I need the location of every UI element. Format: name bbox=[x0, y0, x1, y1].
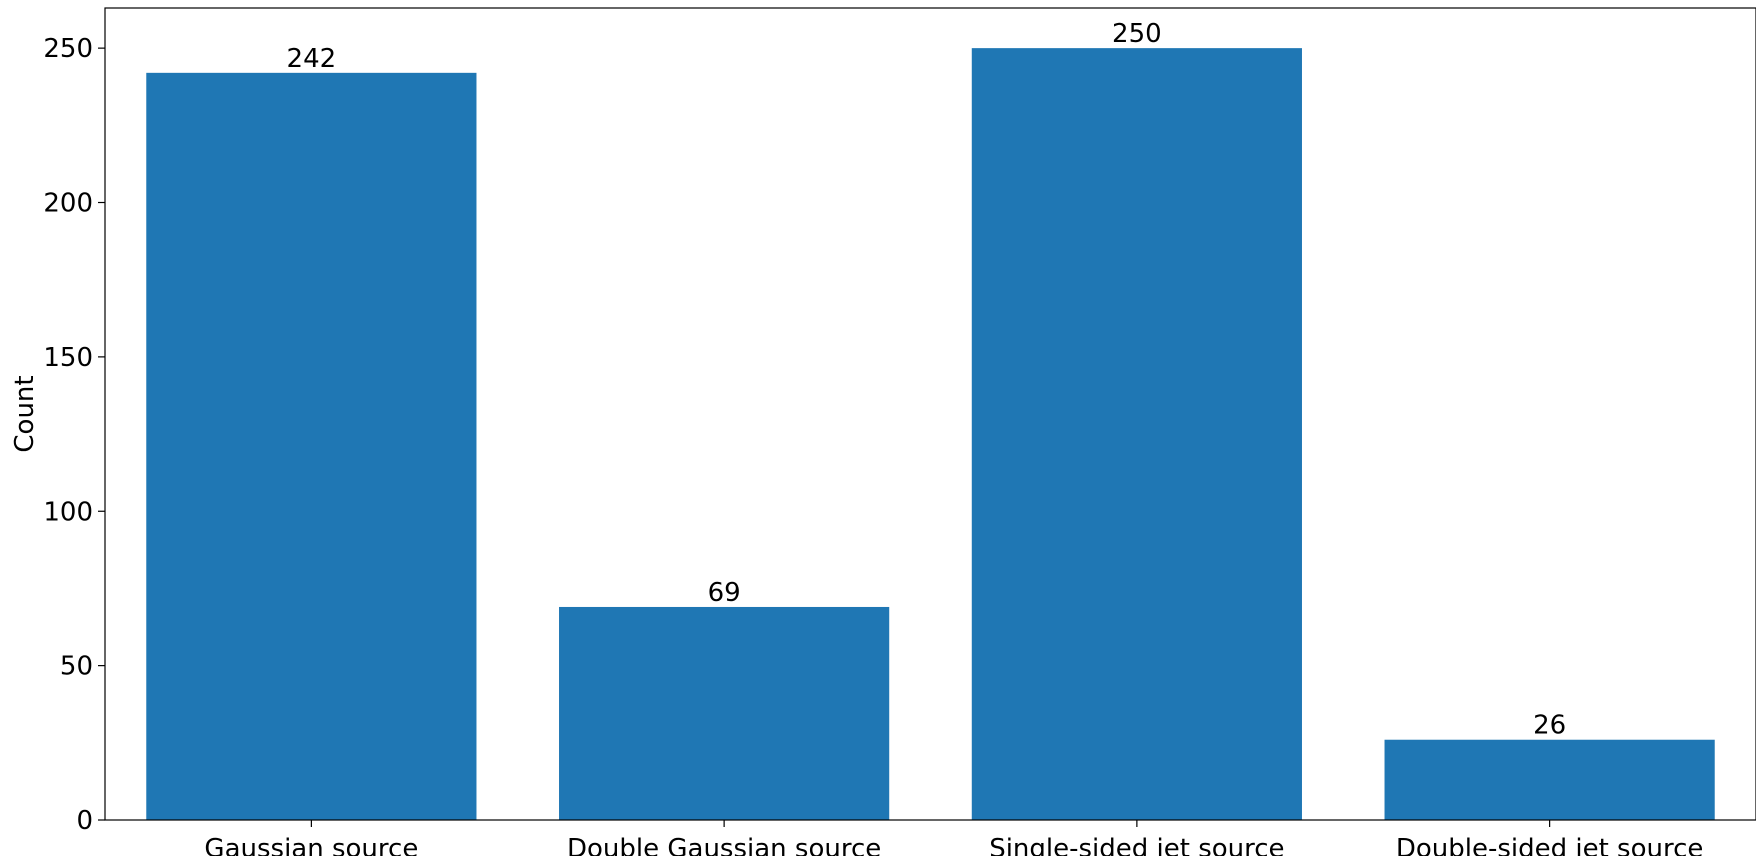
y-tick-label: 200 bbox=[43, 189, 93, 219]
y-axis: 0 50 100 150 200 250 bbox=[43, 34, 105, 836]
bar bbox=[971, 48, 1302, 820]
x-tick-label: Gaussian source bbox=[204, 834, 418, 856]
bars-group bbox=[146, 48, 1715, 821]
bar-value-label: 250 bbox=[1112, 19, 1162, 49]
bar bbox=[146, 72, 477, 821]
x-tick-label: Single-sided jet source bbox=[989, 834, 1284, 856]
plot-frame bbox=[104, 7, 1756, 821]
bar-value-labels: 242 69 250 26 bbox=[287, 19, 1567, 741]
x-tick-label: Double Gaussian source bbox=[567, 834, 881, 856]
y-tick-label: 250 bbox=[43, 34, 93, 64]
x-tick-label: Double-sided jet source bbox=[1396, 834, 1704, 856]
y-tick-label: 0 bbox=[76, 806, 93, 836]
y-tick-label: 100 bbox=[43, 497, 93, 527]
x-axis: Gaussian source Double Gaussian source Sin… bbox=[204, 820, 1704, 861]
bar bbox=[559, 606, 890, 820]
bar-value-label: 69 bbox=[708, 578, 741, 608]
bar-value-label: 242 bbox=[287, 44, 337, 74]
y-axis-label: Count bbox=[10, 375, 40, 452]
y-tick-label: 150 bbox=[43, 343, 93, 373]
bar bbox=[1384, 739, 1715, 820]
bar-value-label: 26 bbox=[1533, 711, 1566, 741]
y-tick-label: 50 bbox=[60, 652, 93, 682]
